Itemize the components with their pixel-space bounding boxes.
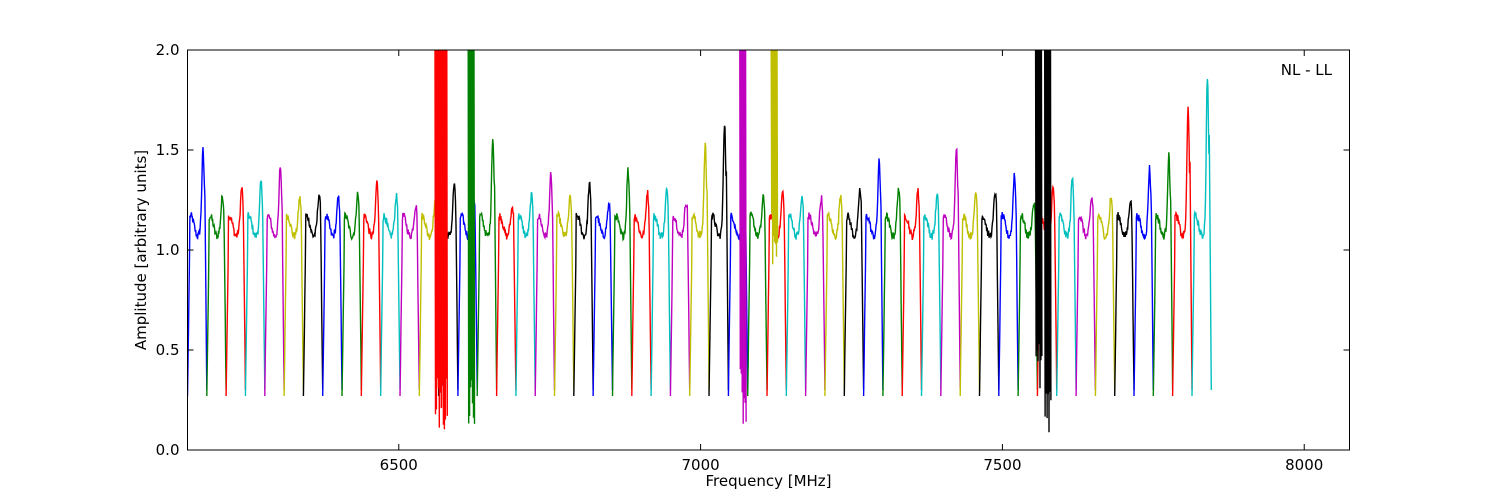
subband-line-29 (747, 194, 768, 397)
subband-line-27 (708, 125, 730, 397)
y-tick-label-0: 0.0 (156, 441, 180, 459)
subband-line-19 (553, 194, 575, 397)
x-tick-label-2: 7500 (983, 456, 1021, 474)
subband-line-1 (206, 194, 227, 397)
subband-line-4 (264, 167, 285, 397)
subband-line-22 (611, 167, 633, 397)
subband-line-35 (862, 158, 884, 397)
subband-line-36 (882, 187, 903, 397)
plot-area (187, 50, 1213, 433)
subband-line-7 (322, 195, 343, 397)
subband-line-11 (399, 205, 420, 397)
rfi-spike-3 (739, 50, 747, 424)
subband-line-16 (495, 205, 517, 397)
subband-line-20 (573, 181, 594, 397)
y-tick-label-2: 1.0 (156, 241, 180, 259)
subband-line-23 (631, 189, 652, 397)
x-axis-label: Frequency [MHz] (705, 472, 831, 490)
subband-line-21 (592, 201, 614, 397)
rfi-spike-4 (770, 50, 779, 265)
subband-line-37 (901, 188, 923, 397)
subband-line-10 (380, 192, 401, 397)
subband-line-51 (1171, 106, 1193, 397)
subband-line-0 (187, 147, 208, 397)
subband-line-47 (1094, 197, 1116, 397)
rfi-spike-1 (440, 50, 448, 430)
subband-line-25 (669, 203, 691, 397)
y-tick-label-1: 0.5 (156, 341, 180, 359)
subband-line-2 (225, 187, 247, 397)
subband-line-24 (650, 186, 672, 397)
x-tick-label-3: 8000 (1285, 456, 1323, 474)
y-tick-label-3: 1.5 (156, 141, 180, 159)
subband-line-17 (515, 192, 536, 397)
rfi-spike-0 (434, 50, 442, 428)
subband-line-5 (283, 196, 305, 397)
subband-line-31 (785, 195, 807, 397)
subband-line-45 (1056, 176, 1077, 397)
rfi-spike-2 (467, 50, 476, 424)
subband-line-8 (341, 191, 362, 397)
subband-line-6 (302, 194, 324, 397)
subband-line-3 (244, 180, 266, 397)
annotation-label: NL - LL (1281, 61, 1333, 79)
subband-line-40 (959, 192, 981, 397)
y-tick-label-4: 2.0 (156, 41, 180, 59)
y-axis-label: Amplitude [arbitrary units] (132, 150, 150, 350)
subband-line-33 (824, 194, 845, 397)
subband-line-38 (920, 193, 942, 397)
rfi-spike-5 (1034, 50, 1043, 389)
x-tick-label-0: 6500 (380, 456, 418, 474)
x-tick-label-1: 7000 (681, 456, 719, 474)
subband-line-34 (843, 188, 865, 397)
subband-line-9 (360, 180, 382, 397)
subband-line-48 (1114, 199, 1135, 397)
subband-line-50 (1152, 152, 1174, 397)
subband-line-39 (940, 147, 961, 397)
subband-line-41 (978, 191, 1000, 397)
subband-line-32 (804, 195, 826, 397)
subband-line-42 (998, 172, 1019, 397)
subband-line-52 (1191, 79, 1213, 397)
subband-line-15 (476, 139, 498, 397)
rfi-spike-6 (1043, 50, 1052, 433)
subband-line-18 (534, 172, 556, 397)
subband-line-49 (1133, 164, 1155, 397)
subband-line-46 (1075, 196, 1097, 397)
subband-line-26 (689, 142, 710, 397)
subband-line-43 (1017, 202, 1039, 397)
axis-ticks: 6500 7000 7500 8000 0.0 0.5 1.0 1.5 2.0 (156, 41, 1350, 474)
